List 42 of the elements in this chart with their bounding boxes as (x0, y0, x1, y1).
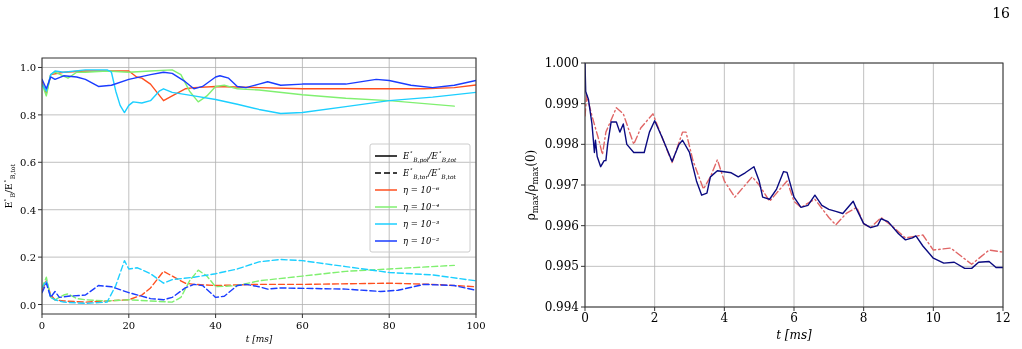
y-tick-label: 0.997 (544, 178, 579, 192)
legend-label: η = 10⁻⁶ (403, 185, 440, 195)
y-tick-label: 0.8 (20, 109, 36, 121)
line-series (42, 69, 476, 115)
x-axis-title: t [ms] (245, 334, 273, 344)
line-series (42, 70, 476, 102)
legend-label: η = 10⁻³ (403, 219, 440, 229)
x-tick-label: 4 (720, 311, 729, 325)
line-series (42, 258, 476, 305)
y-tick-label: 0.998 (544, 137, 579, 152)
y-tick-label: 0.996 (544, 218, 579, 233)
x-tick-label: 60 (296, 320, 309, 331)
y-tick-label: 0.994 (544, 300, 580, 314)
x-tick-label: 20 (122, 320, 136, 331)
x-tick-label: 10 (925, 311, 941, 325)
line-series (585, 94, 1003, 265)
y-tick-label: 0.999 (544, 96, 579, 111)
x-tick-label: 80 (382, 320, 396, 331)
y-tick-label: 0.6 (20, 157, 36, 169)
line-series (42, 71, 476, 90)
x-tick-label: 40 (209, 320, 222, 331)
line-series (42, 270, 476, 303)
y-tick-label: 0.995 (544, 259, 579, 274)
x-tick-label: 0 (581, 311, 589, 325)
x-tick-label: 6 (790, 311, 798, 325)
x-tick-label: 100 (466, 320, 486, 331)
y-tick-label: 0.4 (20, 204, 36, 216)
y-tick-label: 1.000 (544, 56, 579, 70)
text: 16 (992, 5, 1011, 21)
y-tick-label: 0.0 (20, 299, 36, 311)
line-series (42, 282, 476, 301)
x-tick-label: 2 (650, 311, 659, 325)
legend-label: η = 10⁻² (403, 236, 440, 246)
legend-label: η = 10⁻⁴ (403, 202, 440, 212)
x-tick-label: 8 (859, 311, 868, 325)
x-tick-label: 0 (38, 320, 46, 331)
y-tick-label: 0.2 (20, 252, 36, 264)
y-tick-label: 1.0 (20, 62, 36, 74)
line-series (42, 69, 455, 107)
line-series (42, 264, 455, 303)
x-tick-label: 12 (995, 311, 1011, 325)
x-axis-title: t [ms] (776, 328, 813, 342)
